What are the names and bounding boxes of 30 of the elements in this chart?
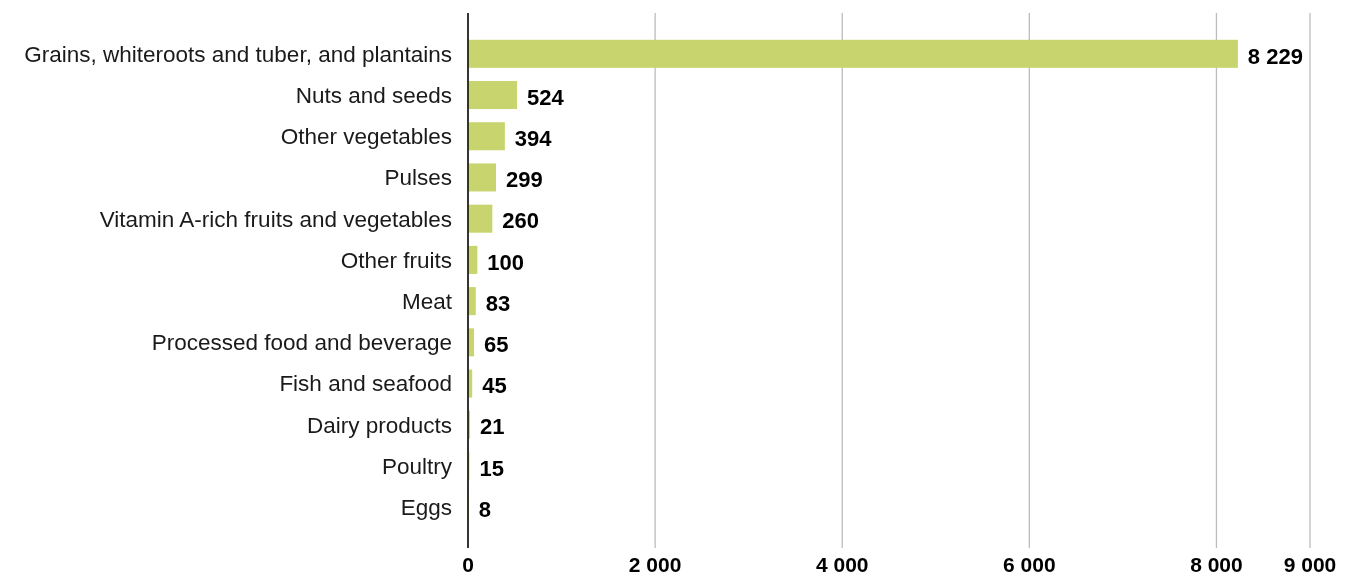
y-tick-label: Poultry bbox=[381, 453, 453, 479]
y-tick-label: Processed food and beverage bbox=[151, 330, 452, 356]
data-label: 299 bbox=[505, 167, 543, 193]
data-label: 260 bbox=[502, 208, 540, 234]
y-tick-label: Nuts and seeds bbox=[295, 82, 452, 108]
y-tick-label: Vitamin A-rich fruits and vegetables bbox=[99, 206, 452, 232]
x-tick-label: 2 000 bbox=[628, 553, 682, 576]
x-tick-label: 8 000 bbox=[1190, 553, 1243, 576]
y-tick-label: Meat bbox=[401, 288, 453, 314]
data-label: 100 bbox=[487, 249, 525, 275]
data-label: 65 bbox=[484, 332, 509, 358]
x-tick-label: 6 000 bbox=[1003, 553, 1056, 576]
y-tick-label: Grains, whiteroots and tuber, and plantains bbox=[24, 41, 452, 67]
data-label: 45 bbox=[482, 373, 507, 399]
data-label: 8 bbox=[478, 496, 491, 522]
data-label: 8 229 bbox=[1247, 43, 1303, 69]
x-tick-label: 9 000 bbox=[1283, 553, 1337, 576]
data-label: 83 bbox=[485, 290, 511, 316]
data-label: 524 bbox=[527, 84, 565, 110]
y-tick-label: Pulses bbox=[384, 165, 452, 191]
y-tick-label: Fish and seafood bbox=[279, 371, 452, 397]
y-tick-label: Dairy products bbox=[306, 412, 452, 438]
data-label: 21 bbox=[479, 414, 505, 440]
data-label: 394 bbox=[514, 125, 553, 151]
x-tick-label: 4 000 bbox=[815, 553, 869, 576]
y-tick-label: Eggs bbox=[400, 495, 452, 521]
y-tick-label: Other vegetables bbox=[280, 124, 452, 150]
data-label: 15 bbox=[479, 455, 504, 481]
x-tick-label: 0 bbox=[462, 553, 474, 576]
y-tick-label: Other fruits bbox=[340, 247, 452, 273]
